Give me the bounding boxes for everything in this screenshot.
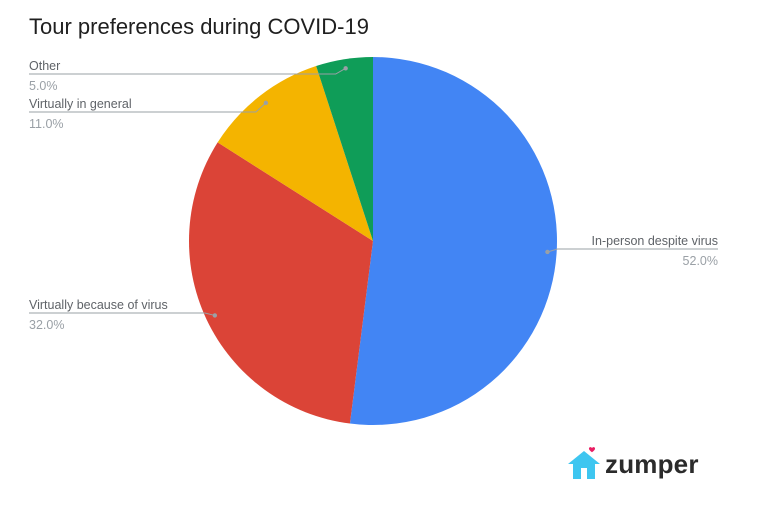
- pie-slice-virtually-in-general: [217, 66, 373, 241]
- chart-title: Tour preferences during COVID-19: [29, 14, 369, 39]
- slice-label: Other: [29, 59, 60, 73]
- slice-label: Virtually because of virus: [29, 298, 168, 312]
- pie-slice-other: [316, 57, 373, 241]
- leader-line: [29, 102, 267, 113]
- slice-percent-label: 11.0%: [29, 117, 64, 131]
- pie-slice-in-person-despite-virus: [349, 57, 557, 426]
- slice-label: In-person despite virus: [592, 234, 718, 248]
- pie-slice-virtually-because-of-virus: [188, 142, 373, 424]
- slice-percent-label: 52.0%: [683, 254, 718, 268]
- leader-dot: [343, 66, 348, 71]
- slice-percent-label: 5.0%: [29, 79, 58, 93]
- zumper-logo: zumper: [566, 446, 699, 482]
- leader-line: [29, 312, 215, 316]
- leader-line: [29, 67, 346, 75]
- leader-dot: [212, 313, 218, 318]
- slice-label: Virtually in general: [29, 97, 132, 111]
- brand-name: zumper: [605, 448, 699, 479]
- leader-line: [547, 248, 718, 253]
- house-heart-icon: [568, 447, 600, 479]
- slice-percent-label: 32.0%: [29, 318, 64, 332]
